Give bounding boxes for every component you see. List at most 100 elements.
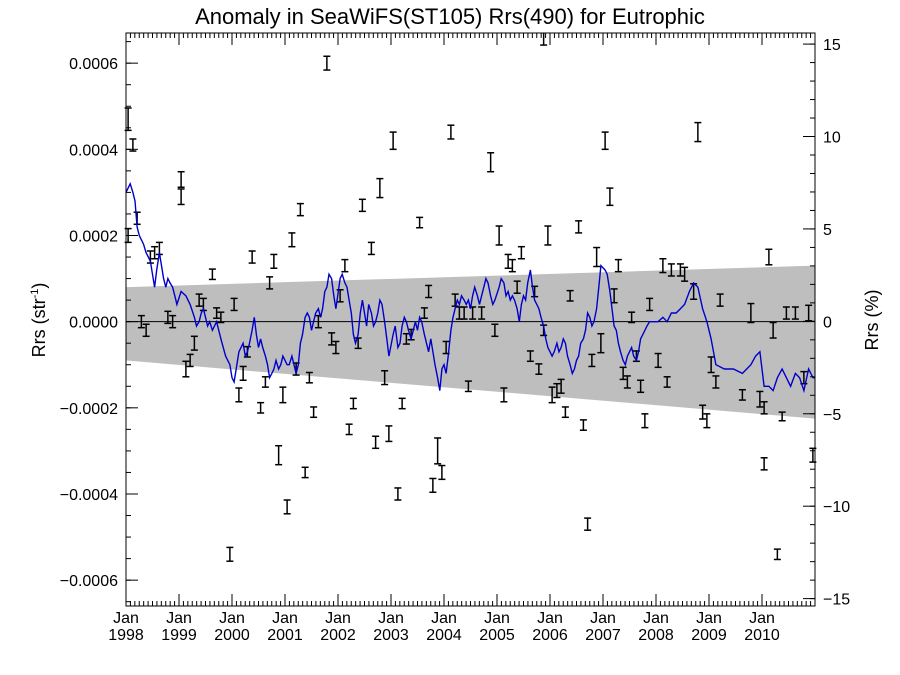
y-left-tick-label: −0.0004 <box>60 487 118 504</box>
y-right-tick-label: −5 <box>823 407 841 424</box>
error-bar-point <box>707 356 715 374</box>
x-tick-label-year: 2002 <box>320 627 356 644</box>
error-bar-point <box>239 365 247 381</box>
error-bar-point <box>601 131 609 151</box>
error-bar-point <box>544 225 552 246</box>
y-left-tick-label: 0.0006 <box>69 56 118 73</box>
x-tick-label-year: 2010 <box>744 627 780 644</box>
error-bar-point <box>323 55 331 71</box>
error-bar-point <box>491 323 499 338</box>
error-bar-point <box>769 321 777 339</box>
error-bar-point <box>584 517 592 531</box>
error-bar-point <box>464 380 472 393</box>
error-bar-point <box>270 253 278 269</box>
x-tick-label-month: Jan <box>749 610 775 627</box>
error-bar-point <box>434 437 442 465</box>
x-tick-label-month: Jan <box>643 610 669 627</box>
error-bar-point <box>372 435 380 450</box>
error-bar-point <box>597 332 605 354</box>
error-bar-point <box>778 411 786 422</box>
error-bar-point <box>398 397 406 410</box>
x-tick-label-month: Jan <box>696 610 722 627</box>
error-bar-point <box>500 387 508 403</box>
error-bar-point <box>164 310 172 325</box>
error-bar-point <box>305 371 313 384</box>
error-bar-point <box>328 332 336 346</box>
error-bar-point <box>301 466 309 479</box>
error-bar-point <box>142 323 150 338</box>
error-bar-point <box>478 306 486 320</box>
error-bar-point <box>177 170 185 188</box>
error-bar-point <box>151 245 159 260</box>
error-bar-point <box>279 386 287 404</box>
error-bar-point <box>420 307 428 319</box>
y-right-tick-label: 0 <box>823 314 832 331</box>
x-tick-label-month: Jan <box>113 610 139 627</box>
error-bar-point <box>376 177 384 199</box>
x-tick-label-year: 1999 <box>161 627 197 644</box>
error-bar-point <box>765 248 773 266</box>
error-bar-point <box>593 246 601 268</box>
y-left-tick-label: −0.0002 <box>60 401 118 418</box>
error-bar-point <box>460 306 468 320</box>
error-bar-point <box>659 258 667 274</box>
error-bar-point <box>681 266 689 282</box>
error-bar-point <box>637 379 645 394</box>
error-bar-point <box>495 225 503 246</box>
x-tick-label-month: Jan <box>431 610 457 627</box>
error-bar-point <box>738 388 746 401</box>
chart-title: Anomaly in SeaWiFS(ST105) Rrs(490) for E… <box>195 4 705 29</box>
y-right-tick-label: −10 <box>823 499 850 516</box>
error-bar-point <box>487 152 495 173</box>
x-tick-label-year: 2007 <box>585 627 621 644</box>
y-left-tick-label: 0.0004 <box>69 142 118 159</box>
error-bar-point <box>646 297 654 312</box>
error-bar-point <box>557 378 565 394</box>
error-bar-point <box>619 366 627 381</box>
error-bar-point <box>641 413 649 429</box>
error-bar-point <box>349 397 357 410</box>
error-bar-point <box>747 302 755 324</box>
axes-layer: Jan1998Jan1999Jan2000Jan2001Jan2002Jan20… <box>60 32 850 644</box>
error-bar-point <box>791 306 799 320</box>
x-tick-label-month: Jan <box>272 610 298 627</box>
error-bar-point <box>275 444 283 466</box>
error-bar-point <box>186 353 194 368</box>
error-bar-point <box>712 375 720 389</box>
y-right-tick-label: 10 <box>823 130 841 147</box>
error-bar-point <box>190 335 198 351</box>
error-bar-point <box>438 464 446 481</box>
error-bar-point <box>235 387 243 403</box>
y-right-tick-label: −15 <box>823 592 850 609</box>
x-tick-label-month: Jan <box>166 610 192 627</box>
error-bar-point <box>694 121 702 143</box>
smoothed-line-layer <box>125 181 815 394</box>
error-bar-point <box>447 124 455 140</box>
error-bar-point <box>336 289 344 303</box>
error-bar-point <box>367 241 375 256</box>
error-bar-point <box>389 131 397 151</box>
smoothed-series-line <box>125 181 815 394</box>
x-tick-label-year: 2009 <box>691 627 727 644</box>
error-bar-point <box>332 340 340 355</box>
error-bar-point <box>623 375 631 389</box>
error-bar-point <box>394 487 402 501</box>
error-bar-point <box>548 386 556 404</box>
error-bar-point <box>773 548 781 561</box>
error-bar-point <box>416 216 424 229</box>
x-tick-label-month: Jan <box>590 610 616 627</box>
error-bar-point <box>756 390 764 408</box>
error-bar-point <box>535 363 543 375</box>
error-bar-point <box>425 284 433 299</box>
x-tick-label-year: 2004 <box>426 627 462 644</box>
x-tick-label-year: 2001 <box>267 627 303 644</box>
error-bar-point <box>760 457 768 471</box>
error-bar-point <box>310 406 318 419</box>
error-bar-point <box>217 311 225 324</box>
error-bar-point <box>288 232 296 248</box>
error-bar-point <box>248 250 256 264</box>
error-bar-point <box>526 350 534 363</box>
x-tick-label-month: Jan <box>378 610 404 627</box>
axis-labels-layer: Rrs (str-1) Rrs (%) <box>29 283 882 358</box>
